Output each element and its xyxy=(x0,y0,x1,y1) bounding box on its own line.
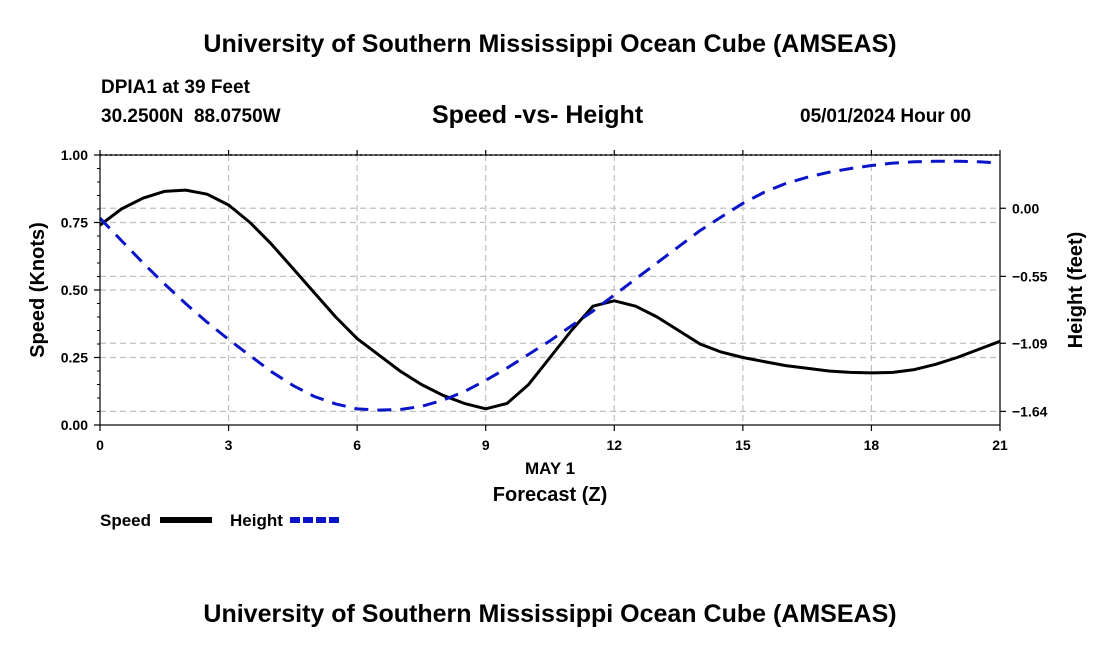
y-tick-label: 0.75 xyxy=(61,215,88,231)
x-tick-label: 3 xyxy=(225,437,233,453)
x-tick-label: 21 xyxy=(992,437,1008,453)
y2-tick-label: −0.55 xyxy=(1012,268,1048,284)
forecast-datetime: 05/01/2024 Hour 00 xyxy=(800,106,972,127)
x-tick-label: 9 xyxy=(482,437,490,453)
y-tick-label: 0.00 xyxy=(61,417,88,433)
x-tick-label: 6 xyxy=(353,437,361,453)
y2-axis-label: Height (feet) xyxy=(1065,232,1087,349)
station-label: DPIA1 at 39 Feet xyxy=(101,77,250,98)
x-tick-label: 12 xyxy=(606,437,622,453)
x-tick-label: 0 xyxy=(96,437,104,453)
coordinates-label: 30.2500N 88.0750W xyxy=(101,106,281,127)
x-tick-label: 15 xyxy=(735,437,751,453)
y-tick-label: 0.50 xyxy=(61,282,88,298)
x-axis-label: Forecast (Z) xyxy=(493,484,607,506)
legend-label-height: Height xyxy=(230,511,283,530)
footer-title: University of Southern Mississippi Ocean… xyxy=(203,600,897,628)
chart-subtitle: Speed -vs- Height xyxy=(432,101,644,129)
y2-tick-label: 0.00 xyxy=(1012,200,1039,216)
y-tick-label: 0.25 xyxy=(61,350,88,366)
page-title: University of Southern Mississippi Ocean… xyxy=(203,30,897,58)
x-tick-label: 18 xyxy=(864,437,880,453)
y2-tick-label: −1.64 xyxy=(1012,403,1048,419)
y-tick-label: 1.00 xyxy=(61,147,88,163)
series-line-height xyxy=(98,159,1001,412)
legend-label-speed: Speed xyxy=(100,511,151,530)
x-axis-date-label: MAY 1 xyxy=(525,459,575,478)
y2-tick-label: −1.09 xyxy=(1012,335,1048,351)
y-axis-label: Speed (Knots) xyxy=(27,222,49,358)
series-line-speed xyxy=(99,188,1001,411)
